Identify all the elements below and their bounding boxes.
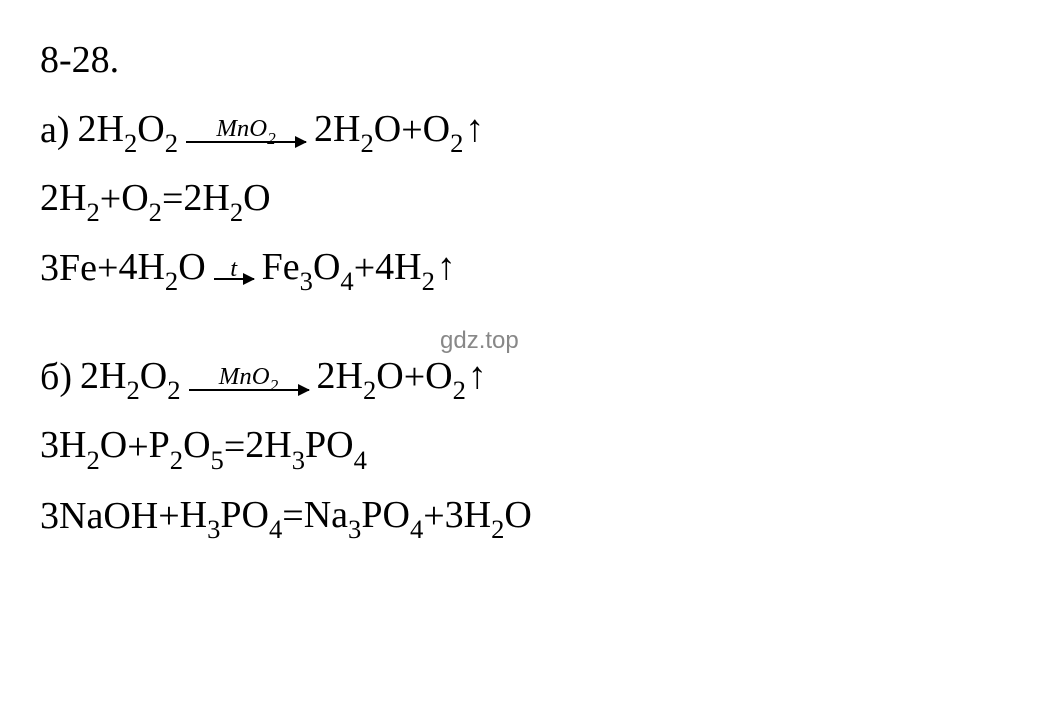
gas-up-icon: ↑ bbox=[465, 99, 484, 160]
chemistry-problem: 8-28. а) 2H2O2 MnO2 2H2O + O2↑ 2H2 + O2 … bbox=[40, 30, 1000, 548]
plus-sign: + bbox=[97, 238, 118, 299]
plus-sign: + bbox=[401, 100, 422, 161]
product-a3-1: Fe3O4 bbox=[262, 237, 354, 300]
plus-sign: + bbox=[158, 486, 179, 547]
section-divider bbox=[40, 306, 1000, 346]
part-b-label: б) bbox=[40, 347, 72, 408]
plus-sign: + bbox=[354, 238, 375, 299]
equation-a1: а) 2H2O2 MnO2 2H2O + O2↑ bbox=[40, 99, 1000, 162]
part-a-label: а) bbox=[40, 100, 70, 161]
product-a3-2: 4H2↑ bbox=[375, 237, 456, 300]
reactant-b1: 2H2O2 bbox=[80, 346, 181, 409]
reactant-b3-1: 3NaOH bbox=[40, 486, 158, 547]
plus-sign: + bbox=[423, 486, 444, 547]
plus-sign: + bbox=[100, 169, 121, 230]
equation-b1: б) 2H2O2 MnO2 2H2O + O2↑ bbox=[40, 346, 1000, 409]
reactant-a2-2: O2 bbox=[121, 168, 162, 231]
product-b3-2: 3H2O bbox=[445, 485, 532, 548]
product-b1-1: 2H2O bbox=[317, 346, 404, 409]
reactant-a1: 2H2O2 bbox=[78, 99, 179, 162]
product-a2: 2H2O bbox=[183, 168, 270, 231]
long-arrow-icon bbox=[186, 141, 306, 143]
reactant-a2-1: 2H2 bbox=[40, 168, 100, 231]
equation-a3: 3Fe + 4H2O t Fe3O4 + 4H2↑ bbox=[40, 237, 1000, 300]
reaction-arrow-mno2: MnO2 bbox=[186, 117, 306, 143]
equation-a2: 2H2 + O2 = 2H2O bbox=[40, 168, 1000, 231]
reactant-b3-2: H3PO4 bbox=[180, 485, 283, 548]
plus-sign: + bbox=[404, 347, 425, 408]
equation-b2: 3H2O + P2O5 = 2H3PO4 bbox=[40, 415, 1000, 478]
product-a1-1: 2H2O bbox=[314, 99, 401, 162]
reaction-arrow-t: t bbox=[214, 257, 254, 280]
reactant-b2-1: 3H2O bbox=[40, 415, 127, 478]
product-b2: 2H3PO4 bbox=[245, 415, 367, 478]
product-a1-2: O2↑ bbox=[423, 99, 485, 162]
plus-sign: + bbox=[127, 417, 148, 478]
reactant-b2-2: P2O5 bbox=[149, 415, 224, 478]
reaction-arrow-mno2: MnO2 bbox=[189, 365, 309, 391]
product-b3-1: Na3PO4 bbox=[304, 485, 424, 548]
long-arrow-icon bbox=[189, 389, 309, 391]
equals-sign: = bbox=[162, 169, 183, 230]
watermark-text: gdz.top bbox=[440, 322, 519, 360]
equals-sign: = bbox=[282, 486, 303, 547]
reactant-a3-2: 4H2O bbox=[118, 237, 205, 300]
equals-sign: = bbox=[224, 417, 245, 478]
short-arrow-icon bbox=[214, 278, 254, 280]
problem-number: 8-28. bbox=[40, 30, 1000, 91]
gas-up-icon: ↑ bbox=[437, 237, 456, 298]
equation-b3: 3NaOH + H3PO4 = Na3PO4 + 3H2O bbox=[40, 485, 1000, 548]
reactant-a3-1: 3Fe bbox=[40, 238, 97, 299]
